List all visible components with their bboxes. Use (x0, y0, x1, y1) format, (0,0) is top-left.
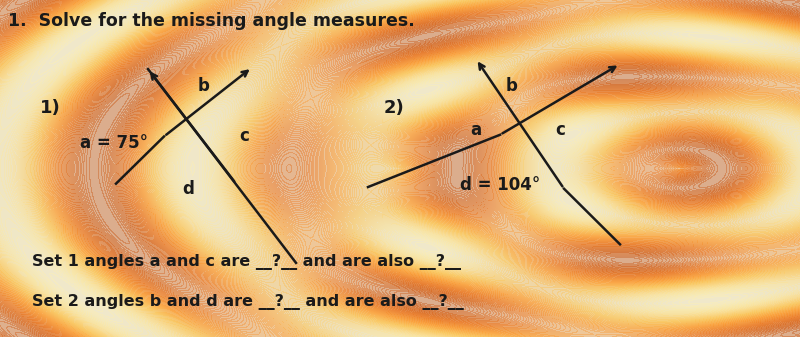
Text: Set 2 angles b and d are __?__ and are also __?__: Set 2 angles b and d are __?__ and are a… (32, 294, 464, 310)
Text: 1): 1) (40, 99, 61, 117)
Text: b: b (198, 77, 210, 95)
Text: 2): 2) (384, 99, 405, 117)
Text: b: b (506, 77, 518, 95)
Text: c: c (555, 121, 565, 139)
Text: c: c (239, 127, 249, 146)
Text: Set 1 angles a and c are __?__ and are also __?__: Set 1 angles a and c are __?__ and are a… (32, 254, 461, 270)
Text: d = 104°: d = 104° (460, 176, 540, 194)
Text: d: d (182, 180, 194, 198)
Text: a: a (470, 121, 482, 139)
Text: 1.  Solve for the missing angle measures.: 1. Solve for the missing angle measures. (8, 12, 414, 30)
Text: a = 75°: a = 75° (80, 134, 148, 152)
